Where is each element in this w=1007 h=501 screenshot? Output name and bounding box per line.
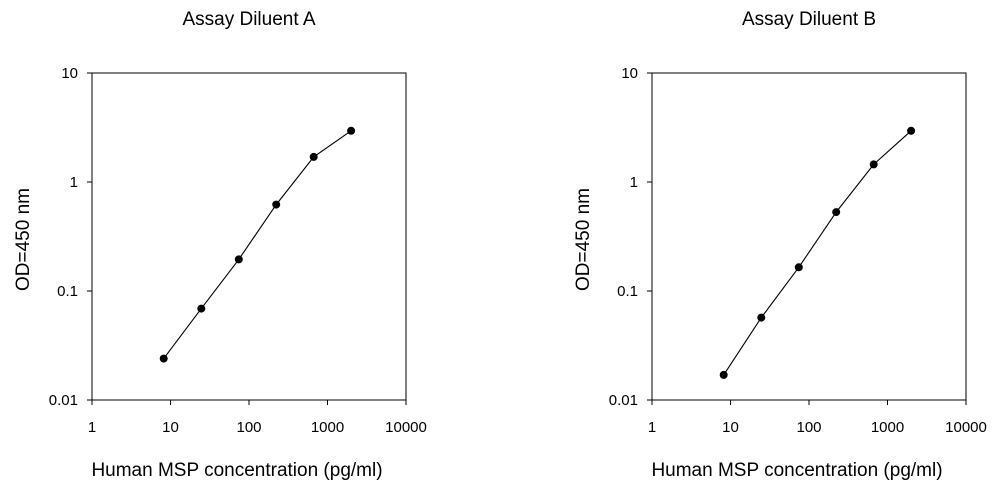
data-point	[832, 208, 841, 217]
y-tick-label: 0.1	[617, 283, 638, 300]
y-axis-label: OD=450 nm	[13, 188, 34, 291]
data-point	[794, 263, 803, 272]
y-tick-label: 0.1	[57, 283, 78, 300]
x-tick-label: 10000	[945, 419, 987, 436]
data-point	[869, 160, 878, 169]
x-tick-label: 1000	[871, 419, 904, 436]
x-tick-label: 1	[648, 419, 656, 436]
y-tick-label: 10	[621, 65, 638, 82]
chart-title: Assay Diluent B	[742, 9, 876, 30]
x-tick-label: 10	[162, 419, 179, 436]
data-point	[234, 255, 243, 264]
data-point	[159, 354, 168, 363]
chart-title: Assay Diluent A	[182, 9, 315, 30]
y-tick-label: 1	[630, 174, 638, 191]
x-axis-label: Human MSP concentration (pg/ml)	[91, 460, 382, 481]
plot-frame	[91, 72, 407, 401]
series-line	[163, 130, 352, 359]
x-tick-label: 1	[88, 419, 96, 436]
y-tick-label: 0.01	[609, 392, 638, 409]
x-tick-label: 100	[796, 419, 821, 436]
x-tick-label: 1000	[311, 419, 344, 436]
data-point	[309, 152, 318, 161]
x-tick-label: 100	[236, 419, 261, 436]
y-tick-label: 10	[61, 65, 78, 82]
data-point	[347, 126, 356, 135]
data-point	[907, 126, 916, 135]
chart-panel-1: Assay Diluent A 1 10 100 1000 10000 0.01 0.1 1 10…	[13, 9, 427, 481]
x-axis-label: Human MSP concentration (pg/ml)	[651, 460, 942, 481]
y-tick-label: 1	[70, 174, 78, 191]
plot-frame	[651, 72, 967, 401]
x-tick-label: 10000	[385, 419, 427, 436]
data-point	[197, 304, 206, 313]
y-axis-label: OD=450 nm	[573, 188, 594, 291]
chart-panel-2: Assay Diluent B 1 10 100 1000 10000 0.01 0.1 1 10…	[573, 9, 987, 481]
data-point	[757, 313, 766, 322]
data-point	[719, 370, 728, 379]
data-point	[272, 200, 281, 209]
x-tick-label: 10	[722, 419, 739, 436]
series-line	[723, 130, 912, 376]
y-tick-label: 0.01	[49, 392, 78, 409]
